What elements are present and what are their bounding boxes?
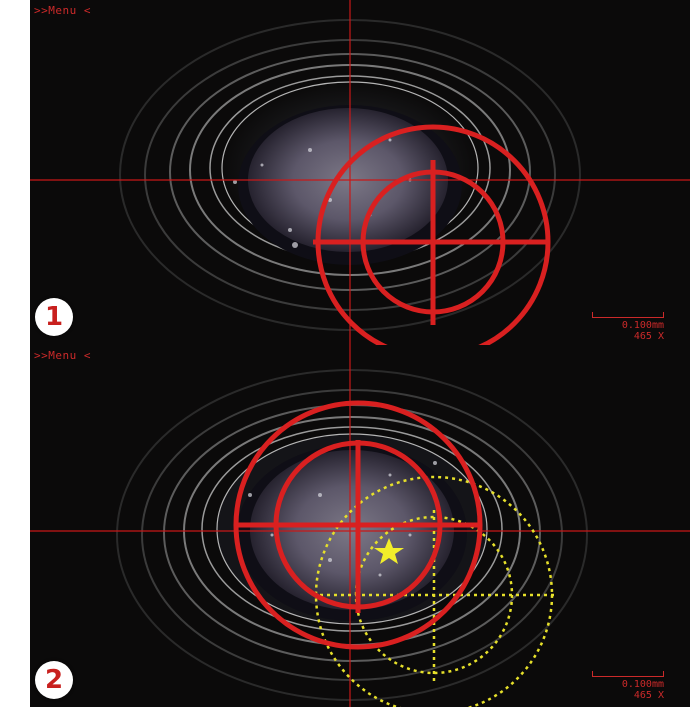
scale-bar-magnification: 465 X [633,690,664,701]
scale-bar: 0.100mm 465 X [592,671,664,701]
panel-number-badge: 2 [35,661,73,699]
scale-bar-length: 0.100mm [621,679,664,690]
optic-center-reticle [233,400,483,650]
panel-1-image [30,0,690,345]
panel-2-image [30,345,690,707]
panel-number-badge: 1 [35,298,73,336]
previous-reticle [314,475,555,707]
scale-bar-length: 0.100mm [621,320,664,331]
scale-bar-magnification: 465 X [633,331,664,342]
microscope-panel-1: >>Menu < 1 0.100mm 465 X [30,0,690,345]
scale-bar: 0.100mm 465 X [592,312,664,342]
star-marker [374,538,404,564]
scale-bar-line [592,312,664,318]
scale-bar-line [592,671,664,677]
optic-center-reticle [313,124,551,345]
menu-label: >>Menu < [34,349,91,362]
microscope-panel-2: >>Menu < 2 0.100mm 465 X [30,345,690,707]
optic-texture [250,450,454,610]
menu-label: >>Menu < [34,4,91,17]
